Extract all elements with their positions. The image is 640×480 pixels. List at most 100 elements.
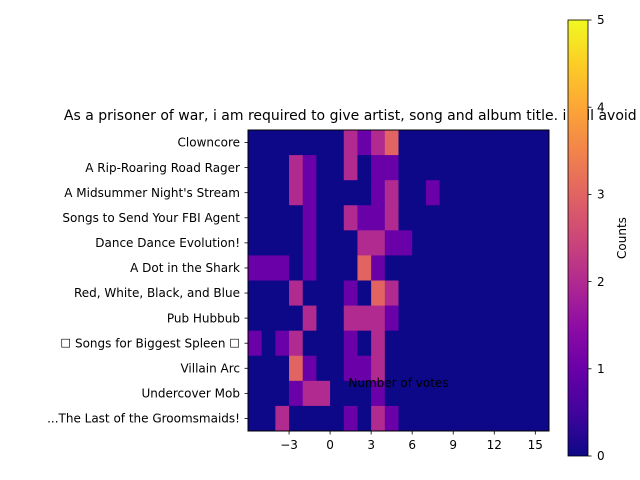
heatmap-cell [412,305,427,332]
heatmap-cell [343,155,358,181]
heatmap-cell [357,330,372,357]
heatmap-cell [480,155,495,181]
heatmap-cell [343,180,358,206]
heatmap-cell [439,155,454,181]
heatmap-cell [412,155,427,181]
colorbar-tick-label: 0 [597,449,605,463]
heatmap-cell [275,305,290,332]
y-tick-label: Dance Dance Evolution! [95,236,240,250]
heatmap-cell [412,255,427,281]
heatmap-cell [425,205,440,231]
x-tick-label: 9 [449,438,457,452]
heatmap-cell [316,230,331,256]
heatmap-cell [248,330,263,357]
heatmap-cell [480,180,495,206]
heatmap-cell [412,180,427,206]
heatmap-cell [302,180,317,206]
heatmap-cell [302,330,317,357]
heatmap-cell [521,405,536,432]
heatmap-cell [480,405,495,432]
heatmap-cell [398,280,413,306]
heatmap-cell [330,255,345,281]
heatmap-cell [384,180,399,206]
heatmap-cell [480,280,495,306]
heatmap-cell [384,230,399,256]
heatmap-cell [439,205,454,231]
heatmap-cell [535,330,550,357]
heatmap-cell [453,255,468,281]
heatmap-cell [425,180,440,206]
heatmap-cell [357,255,372,281]
heatmap-cell [289,205,304,231]
heatmap-cell [371,180,386,206]
heatmap-cell [384,205,399,231]
heatmap-cell [439,230,454,256]
heatmap-cell [521,255,536,281]
heatmap-cell [439,305,454,332]
heatmap-cell [316,280,331,306]
heatmap-cell [507,280,523,306]
heatmap-cell [480,255,495,281]
heatmap-cell [494,155,509,181]
heatmap-cell [316,205,331,231]
heatmap-cell [412,205,427,231]
heatmap-cell [384,280,399,306]
heatmap-cell [439,280,454,306]
heatmap-cell [398,305,413,332]
heatmap-cell [275,180,290,206]
heatmap-cell [357,205,372,231]
colorbar-tick-label: 1 [597,362,605,376]
heatmap-cell [275,330,290,357]
heatmap-cell [289,355,304,382]
heatmap-cell [302,230,317,256]
heatmap-cell [521,280,536,306]
heatmap-cell [466,280,481,306]
y-tick-label: Villain Arc [180,361,240,375]
heatmap-cell [357,380,372,407]
heatmap-cell [507,330,523,357]
heatmap-cell [261,280,276,306]
heatmap-cell [261,130,276,156]
x-axis: −3 0 3 6 9 12 15 [280,431,543,452]
heatmap-cell [261,155,276,181]
heatmap-cell [453,205,468,231]
heatmap-cell [371,305,386,332]
y-tick-label: A Dot in the Shark [130,261,240,275]
heatmap-cell [439,130,454,156]
heatmap-cell [343,255,358,281]
heatmap-cell [521,205,536,231]
heatmap-cell [330,130,345,156]
heatmap-cell [330,230,345,256]
heatmap-cell [357,180,372,206]
heatmap-cell [316,130,331,156]
heatmap-cell [330,205,345,231]
heatmap-cell [357,155,372,181]
heatmap-cell [398,205,413,231]
heatmap-cell [302,155,317,181]
heatmap-cell [453,180,468,206]
heatmap-cell [507,380,523,407]
heatmap-cell [289,305,304,332]
x-axis-label: Number of votes [348,376,448,390]
heatmap-cell [466,380,481,407]
heatmap-cell [302,405,317,432]
heatmap-cell [453,230,468,256]
colorbar-tick-label: 4 [597,100,605,114]
heatmap-cell [289,280,304,306]
heatmap-cell [371,405,386,432]
heatmap-cell [343,205,358,231]
heatmap-cell [425,405,440,432]
heatmap-cell [330,180,345,206]
colorbar [567,19,589,457]
heatmap-cell [289,405,304,432]
heatmap-cell [371,380,386,407]
heatmap-cell [480,380,495,407]
heatmap-cell [398,330,413,357]
heatmap-cell [371,230,386,256]
heatmap-cell [494,280,509,306]
colorbar-tick-label: 2 [597,275,605,289]
heatmap-cell [275,355,290,382]
heatmap-cell [398,405,413,432]
colorbar-tick-label: 5 [597,13,605,27]
heatmap-cell [466,180,481,206]
